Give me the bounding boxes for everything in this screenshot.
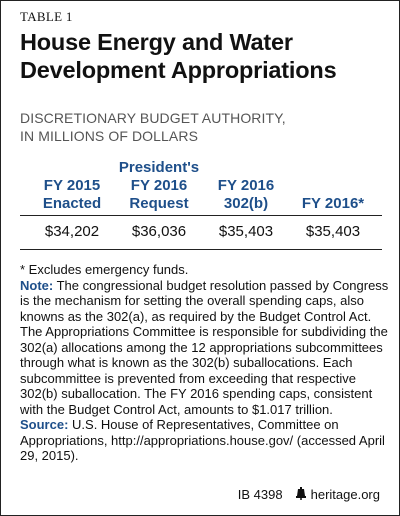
footnote: * Excludes emergency funds.: [20, 262, 189, 277]
column-header-line: FY 2015: [43, 177, 101, 194]
column-header-fy2016-302b: FY 2016 302(b): [201, 177, 291, 213]
table-bottom-rule: [20, 249, 382, 250]
footer: IB 4398 heritage.org: [238, 487, 380, 503]
title-line-2: Development Appropriations: [20, 57, 337, 83]
source-label: Source:: [20, 417, 69, 432]
title-line-1: House Energy and Water: [20, 29, 293, 55]
source-text: U.S. House of Representatives, Committee…: [20, 417, 385, 463]
subtitle: DISCRETIONARY BUDGET AUTHORITY, IN MILLI…: [20, 109, 390, 145]
column-header-line: FY 2016: [130, 177, 188, 194]
table-top-rule: [20, 215, 382, 216]
page-title: House Energy and Water Development Appro…: [20, 28, 390, 84]
note-paragraph: Note: The congressional budget resolutio…: [20, 278, 390, 418]
notes-block: * Excludes emergency funds. Note: The co…: [20, 262, 390, 464]
column-header-fy2015-enacted: FY 2015 Enacted: [27, 177, 117, 213]
column-header-line: FY 2016: [217, 177, 275, 194]
column-header-line: Request: [129, 195, 189, 212]
value-fy2016: $35,403: [305, 223, 361, 240]
column-header-presidents-request: President's FY 2016 Request: [114, 159, 204, 213]
note-text: The congressional budget resolution pass…: [20, 277, 389, 417]
value-fy2015-enacted: $34,202: [44, 223, 100, 240]
table-label: TABLE 1: [20, 9, 73, 24]
subtitle-line-1: DISCRETIONARY BUDGET AUTHORITY,: [20, 110, 286, 126]
subtitle-line-2: IN MILLIONS OF DOLLARS: [20, 128, 199, 144]
value-fy2016-302b: $35,403: [218, 223, 274, 240]
issue-brief-id: IB 4398: [237, 487, 283, 502]
column-header-fy2016: FY 2016*: [288, 195, 378, 213]
source-paragraph: Source: U.S. House of Representatives, C…: [20, 417, 390, 464]
column-header-line: Enacted: [42, 195, 102, 212]
column-header-line: FY 2016*: [301, 195, 365, 212]
column-header-line: 302(b): [223, 195, 269, 212]
liberty-bell-icon: [295, 487, 307, 503]
value-presidents-request: $36,036: [131, 223, 187, 240]
note-label: Note:: [20, 277, 54, 293]
site-name: heritage.org: [310, 487, 380, 502]
column-header-line: President's: [118, 159, 200, 176]
